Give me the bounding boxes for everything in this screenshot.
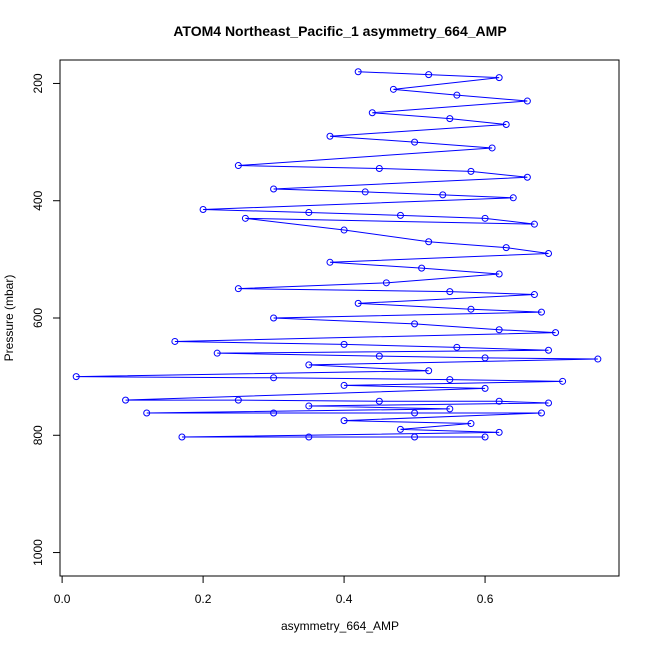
chart-title: ATOM4 Northeast_Pacific_1 asymmetry_664_…	[173, 23, 506, 39]
data-point	[439, 191, 447, 199]
x-tick-label: 0.2	[195, 592, 212, 606]
data-point	[481, 214, 489, 222]
data-point	[537, 409, 545, 417]
data-point	[453, 91, 461, 99]
data-point	[382, 279, 390, 287]
y-axis: 200 400 600 800 1000	[31, 73, 61, 566]
series-line	[76, 71, 598, 438]
data-point	[354, 68, 362, 76]
data-point	[502, 244, 510, 252]
data-point	[509, 194, 517, 202]
plot-frame	[59, 59, 620, 577]
data-point	[354, 299, 362, 307]
data-point	[305, 402, 313, 410]
data-point	[467, 305, 475, 313]
data-point	[530, 220, 538, 228]
data-point	[537, 308, 545, 316]
data-point	[495, 397, 503, 405]
data-point	[213, 349, 221, 357]
data-point	[425, 367, 433, 375]
data-point	[446, 115, 454, 123]
data-point	[396, 211, 404, 219]
data-point	[411, 320, 419, 328]
data-point	[340, 417, 348, 425]
data-point	[495, 326, 503, 334]
data-point	[559, 377, 567, 385]
data-point	[446, 288, 454, 296]
data-point	[270, 314, 278, 322]
data-point	[523, 173, 531, 181]
data-point	[72, 373, 80, 381]
data-point	[488, 144, 496, 152]
data-point	[495, 74, 503, 82]
x-tick-label: 0.0	[54, 592, 71, 606]
data-point	[270, 409, 278, 417]
data-point	[411, 409, 419, 417]
data-point	[481, 354, 489, 362]
data-point	[552, 329, 560, 337]
data-point	[446, 405, 454, 413]
data-point	[467, 420, 475, 428]
y-tick-label: 800	[31, 425, 45, 445]
y-tick-label: 200	[31, 73, 45, 93]
data-point	[270, 374, 278, 382]
data-point	[340, 226, 348, 234]
data-point	[523, 97, 531, 105]
data-point	[234, 396, 242, 404]
data-point	[481, 433, 489, 441]
data-point	[375, 352, 383, 360]
data-point	[545, 250, 553, 257]
y-tick-label: 1000	[31, 539, 45, 566]
data-point	[411, 138, 419, 146]
y-axis-label: Pressure (mbar)	[2, 275, 16, 362]
x-axis-label: asymmetry_664_AMP	[281, 619, 399, 633]
data-point	[305, 208, 313, 216]
data-point	[375, 164, 383, 172]
data-point	[171, 337, 179, 345]
x-tick-label: 0.4	[336, 592, 353, 606]
data-point	[389, 85, 397, 93]
data-point	[143, 409, 151, 417]
data-point	[502, 121, 510, 128]
data-point	[368, 109, 376, 117]
data-point	[234, 285, 242, 293]
data-point	[326, 258, 334, 266]
data-point	[340, 340, 348, 348]
data-point	[241, 214, 249, 222]
x-axis: 0.0 0.2 0.4 0.6	[54, 575, 494, 606]
data-point	[375, 397, 383, 405]
data-point	[122, 396, 130, 404]
data-point	[425, 238, 433, 246]
data-point	[305, 361, 313, 369]
data-point	[199, 206, 207, 214]
data-point	[425, 71, 433, 79]
data-point	[453, 343, 461, 351]
data-point	[234, 162, 242, 170]
data-point	[545, 399, 553, 407]
data-point	[467, 167, 475, 175]
data-point	[495, 270, 503, 278]
data-point	[396, 425, 404, 433]
data-point	[361, 188, 369, 196]
y-tick-label: 400	[31, 190, 45, 210]
y-tick-label: 600	[31, 308, 45, 328]
x-tick-label: 0.6	[477, 592, 494, 606]
data-point	[418, 264, 426, 272]
data-point	[446, 376, 454, 384]
data-point	[270, 185, 278, 193]
plot-area	[72, 68, 602, 441]
data-point	[411, 433, 419, 441]
data-point	[545, 346, 553, 354]
data-point	[530, 291, 538, 299]
data-point	[594, 355, 602, 363]
data-point	[340, 381, 348, 389]
data-point	[481, 384, 489, 392]
data-point	[305, 433, 313, 441]
data-point	[326, 132, 334, 140]
data-point	[495, 428, 503, 436]
data-point	[178, 433, 186, 441]
